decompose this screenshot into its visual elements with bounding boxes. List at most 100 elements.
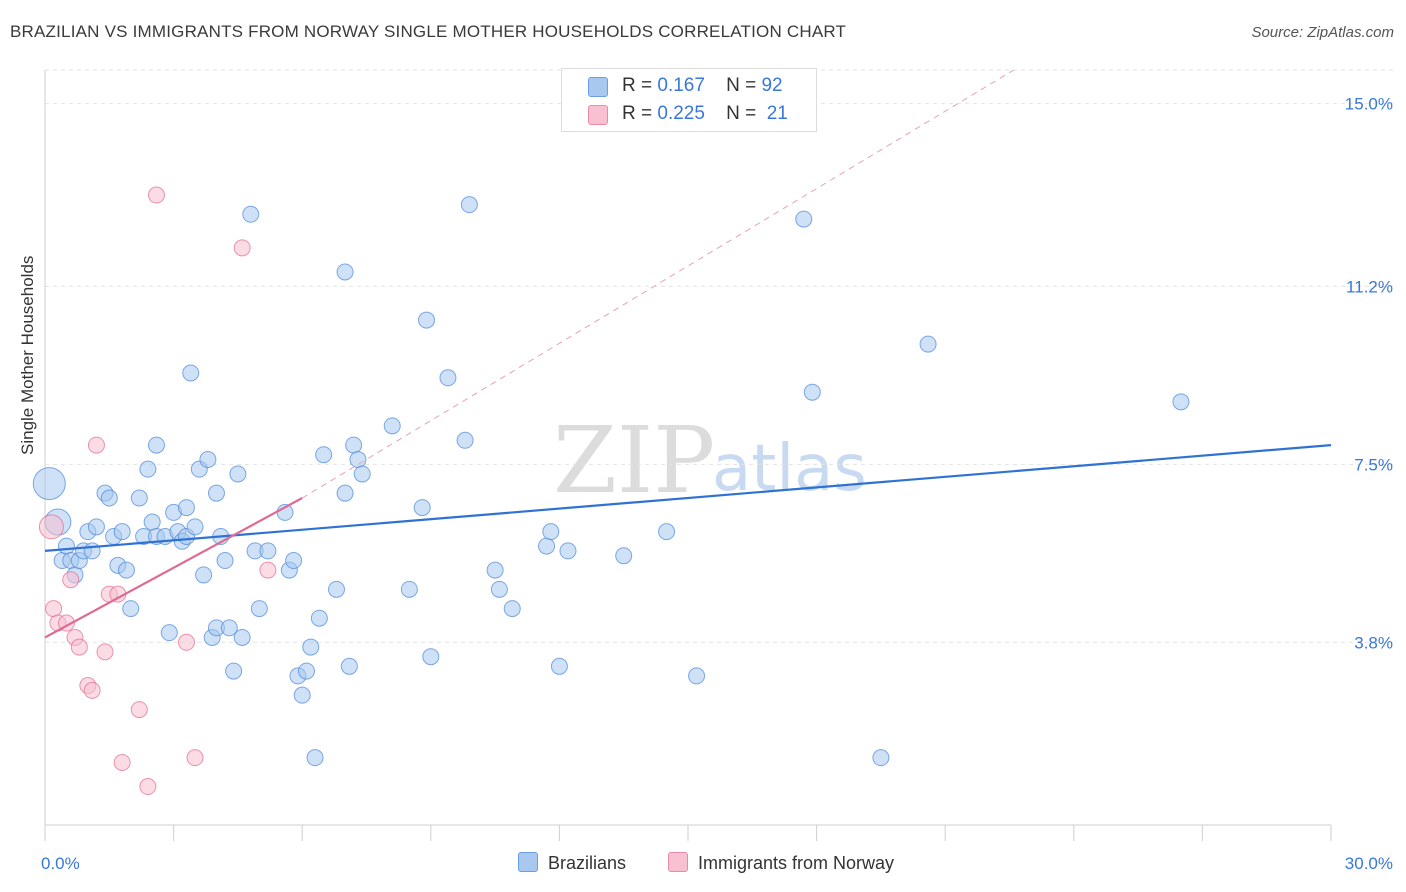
point-brazilians (460, 196, 478, 214)
point-brazilians (422, 648, 440, 666)
legend-r-label: R = (622, 75, 653, 96)
point-brazilians (177, 499, 195, 517)
y-axis-label: Single Mother Households (18, 255, 37, 455)
point-brazilians (293, 686, 311, 704)
point-brazilians (550, 657, 568, 675)
point-brazilians (100, 489, 118, 507)
point-brazilians (872, 749, 890, 767)
series-name-norway: Immigrants from Norway (698, 853, 895, 873)
point-brazilians (233, 628, 251, 646)
series-legend-brazilians: Brazilians (518, 852, 626, 874)
point-brazilians (242, 205, 260, 223)
point-brazilians (486, 561, 504, 579)
point-brazilians (490, 580, 508, 598)
point-norway (83, 681, 101, 699)
legend-r-label: R = (622, 103, 653, 124)
point-brazilians (302, 638, 320, 656)
point-brazilians (456, 431, 474, 449)
point-norway (45, 600, 63, 618)
point-brazilians (919, 335, 937, 353)
point-brazilians (353, 465, 371, 483)
point-brazilians (147, 436, 165, 454)
chart-title: BRAZILIAN VS IMMIGRANTS FROM NORWAY SING… (10, 22, 847, 41)
legend-swatch-norway (588, 105, 608, 125)
point-brazilians (139, 460, 157, 478)
point-brazilians (122, 600, 140, 618)
point-brazilians (310, 609, 328, 627)
point-brazilians (186, 518, 204, 536)
y-tick-label: 11.2% (1346, 277, 1393, 296)
point-norway (130, 701, 148, 719)
point-norway (96, 643, 114, 661)
y-tick-label: 7.5% (1354, 455, 1393, 474)
point-brazilians (315, 446, 333, 464)
point-brazilians (297, 662, 315, 680)
point-brazilians (225, 662, 243, 680)
point-brazilians (542, 523, 560, 541)
point-norway (177, 633, 195, 651)
point-brazilians (345, 436, 363, 454)
point-norway (87, 436, 105, 454)
point-brazilians (413, 499, 431, 517)
point-brazilians (688, 667, 706, 685)
point-norway (38, 514, 64, 540)
series-swatch-brazilians (518, 852, 538, 872)
point-norway (62, 571, 80, 589)
trendline-brazilians (44, 443, 1332, 552)
correlation-legend: R = 0.167 N = 92 R = 0.225 N = 21 (561, 68, 817, 132)
point-brazilians (229, 465, 247, 483)
point-brazilians (383, 417, 401, 435)
point-brazilians (285, 552, 303, 570)
watermark-zip: ZIP (553, 407, 715, 514)
point-brazilians (340, 657, 358, 675)
point-brazilians (83, 542, 101, 560)
point-brazilians (400, 580, 418, 598)
legend-n-label: N = (726, 75, 757, 96)
legend-n-value-brazilians: 92 (761, 75, 783, 96)
point-brazilians (336, 484, 354, 502)
point-brazilians (327, 580, 345, 598)
point-brazilians (199, 451, 217, 469)
point-norway (186, 749, 204, 767)
point-brazilians (559, 542, 577, 560)
point-norway (139, 778, 157, 796)
point-brazilians (117, 561, 135, 579)
point-norway (233, 239, 251, 257)
trendline-norway (44, 497, 303, 639)
x-tick-label: 0.0% (41, 854, 80, 873)
source-credit: Source: ZipAtlas.com (1251, 24, 1394, 41)
x-tick-label: 30.0% (1345, 854, 1393, 873)
point-brazilians (87, 518, 105, 536)
point-norway (113, 753, 131, 771)
legend-r-value-norway: 0.225 (657, 103, 705, 124)
point-norway (147, 186, 165, 204)
point-brazilians (250, 600, 268, 618)
point-brazilians (32, 467, 66, 501)
legend-swatch-brazilians (588, 77, 608, 97)
point-brazilians (220, 619, 238, 637)
point-norway (70, 638, 88, 656)
series-name-brazilians: Brazilians (548, 853, 627, 873)
point-brazilians (57, 537, 75, 555)
point-brazilians (1172, 393, 1190, 411)
point-norway (259, 561, 277, 579)
point-brazilians (349, 451, 367, 469)
legend-n-label: N = (726, 103, 757, 124)
legend-n-value-norway: 21 (766, 103, 788, 124)
point-brazilians (182, 364, 200, 382)
point-brazilians (207, 484, 225, 502)
point-brazilians (503, 600, 521, 618)
point-brazilians (195, 566, 213, 584)
point-brazilians (113, 523, 131, 541)
point-brazilians (130, 489, 148, 507)
point-brazilians (259, 542, 277, 560)
y-tick-label: 15.0% (1345, 95, 1393, 114)
series-legend-norway: Immigrants from Norway (668, 852, 894, 874)
point-brazilians (160, 624, 178, 642)
point-brazilians (795, 210, 813, 228)
point-brazilians (216, 552, 234, 570)
point-brazilians (336, 263, 354, 281)
point-brazilians (658, 523, 676, 541)
point-brazilians (439, 369, 457, 387)
